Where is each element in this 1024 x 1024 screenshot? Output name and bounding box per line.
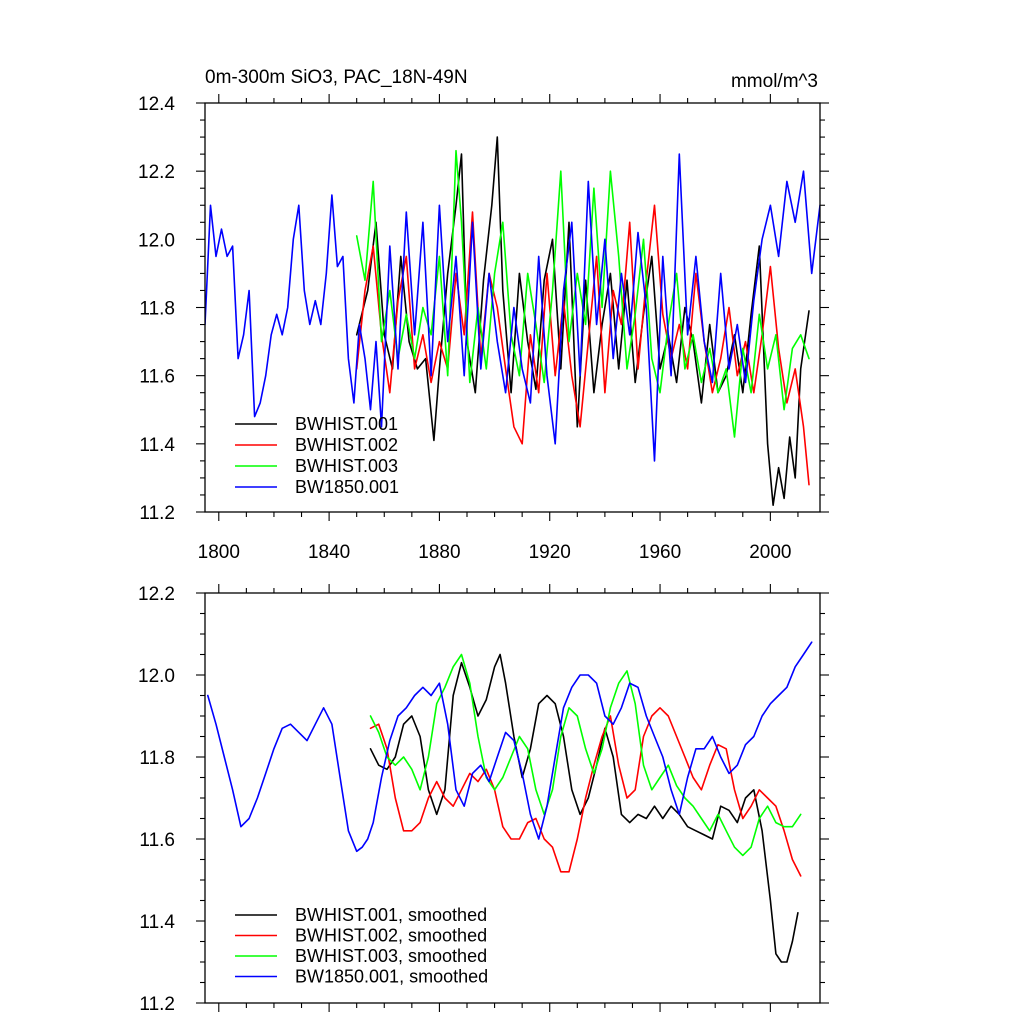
y-tick-label: 12.0 [138, 230, 175, 251]
legend-label: BWHIST.002, smoothed [295, 926, 487, 946]
x-tick-label: 1840 [308, 542, 350, 563]
y-tick-label: 11.8 [139, 299, 175, 320]
units-label: mmol/m^3 [731, 71, 818, 92]
y-tick-label: 11.6 [139, 367, 175, 388]
y-tick-label: 11.4 [139, 435, 175, 456]
series-line-3 [355, 149, 810, 438]
x-tick-label: 1960 [639, 542, 681, 563]
y-tick-label: 11.6 [139, 830, 175, 851]
y-tick-label: 12.2 [138, 584, 175, 605]
panel-title: 0m-300m SiO3, PAC_18N-49N [205, 67, 468, 88]
series-line-2 [355, 204, 810, 486]
x-tick-label: 1800 [198, 542, 240, 563]
legend-label: BW1850.001 [295, 477, 399, 497]
legend-label: BWHIST.001 [295, 414, 398, 434]
y-tick-label: 11.4 [139, 912, 175, 933]
top-panel: 0m-300m SiO3, PAC_18N-49N mmol/m^3 1800 1… [138, 67, 829, 563]
series-line-2 [369, 707, 802, 877]
series-line-4 [207, 641, 813, 853]
legend-label: BWHIST.002 [295, 435, 398, 455]
legend-label: BW1850.001, smoothed [295, 967, 488, 987]
y-tick-label: 12.0 [138, 666, 175, 687]
series-line-3 [369, 653, 802, 857]
y-tick-label: 11.2 [139, 994, 175, 1015]
x-tick-label: 2000 [749, 542, 791, 563]
x-tick-label: 1920 [529, 542, 571, 563]
y-tick-label: 11.2 [139, 503, 175, 524]
series-line-1 [369, 653, 799, 963]
series-line-4 [205, 153, 820, 462]
y-tick-label: 12.2 [138, 162, 175, 183]
bottom-panel: 11.2 11.4 11.6 11.8 12.0 12.2 BWHIST.001, smoo… [138, 584, 829, 1015]
y-tick-label: 11.8 [139, 748, 175, 769]
legend-label: BWHIST.003, smoothed [295, 946, 487, 966]
legend-label: BWHIST.003 [295, 456, 398, 476]
x-tick-label: 1880 [418, 542, 460, 563]
y-tick-label: 12.4 [138, 94, 175, 115]
legend-label: BWHIST.001, smoothed [295, 905, 487, 925]
